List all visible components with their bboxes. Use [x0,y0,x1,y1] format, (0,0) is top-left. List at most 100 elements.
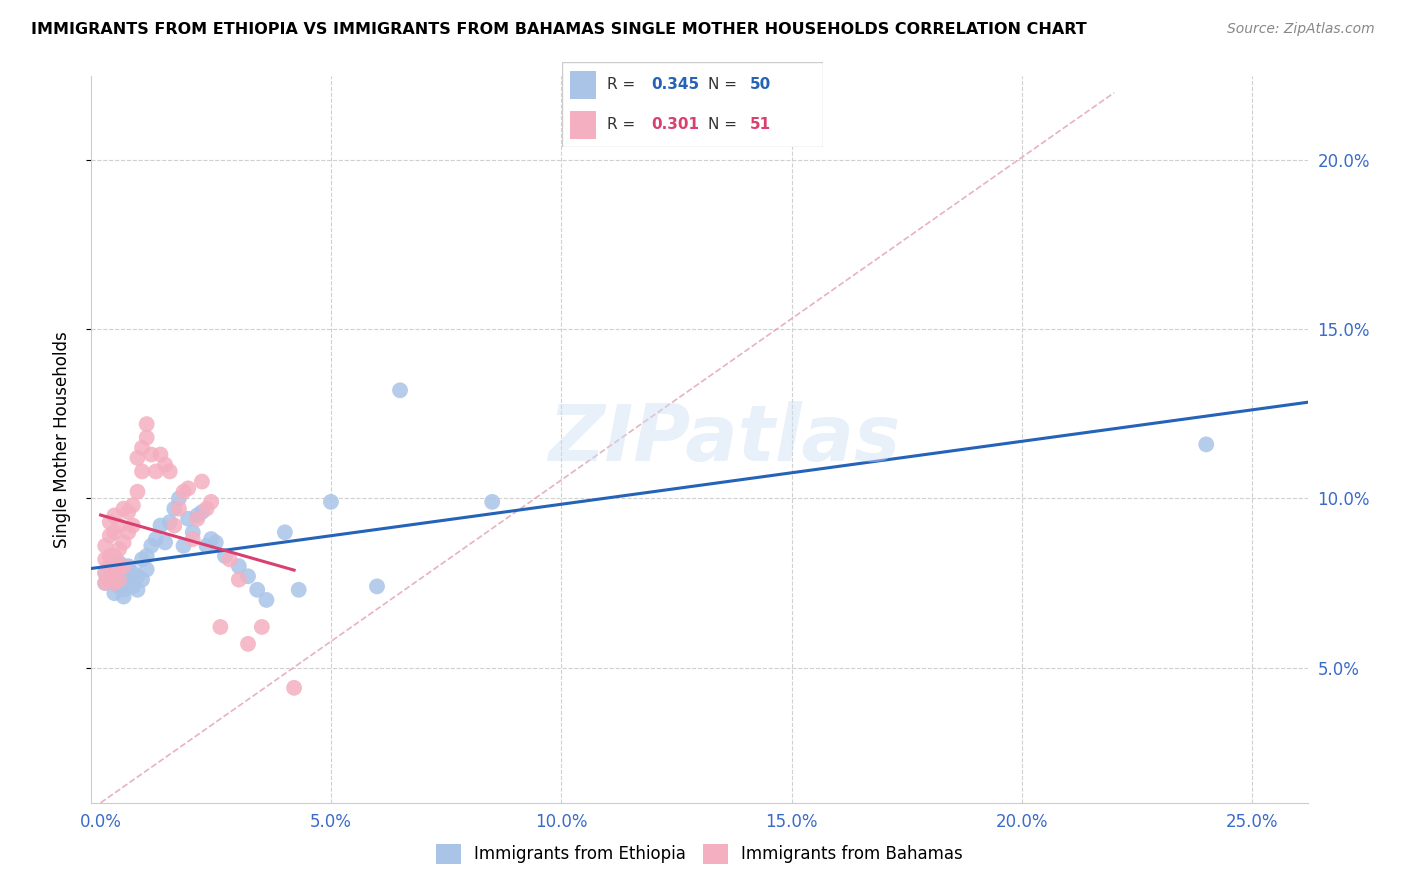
Point [191,505,214,519]
Point [98,559,121,574]
Point [135,417,157,431]
Point [246,582,269,597]
Point [103,576,125,591]
Point [112,559,135,574]
Point [103,576,125,591]
Point [283,681,305,695]
Point [94,552,117,566]
Point [98,573,121,587]
Point [149,518,172,533]
Point [127,582,149,597]
Point [149,448,172,462]
Point [173,539,195,553]
Point [177,512,200,526]
Point [274,525,297,540]
Point [256,593,278,607]
Point [218,552,240,566]
Point [112,590,135,604]
Text: N =: N = [709,78,742,93]
Point [98,529,121,543]
Point [103,525,125,540]
Point [173,484,195,499]
Point [181,532,204,546]
Point [177,481,200,495]
Point [163,518,186,533]
Point [131,573,153,587]
Point [121,498,143,512]
Point [112,501,135,516]
Point [186,508,208,523]
Point [195,501,218,516]
Point [366,579,388,593]
FancyBboxPatch shape [562,62,823,147]
Point [200,495,222,509]
Point [159,465,181,479]
Point [117,576,139,591]
Point [108,559,131,574]
Point [127,484,149,499]
FancyBboxPatch shape [571,71,596,99]
Point [117,505,139,519]
Point [121,579,143,593]
Text: 0.301: 0.301 [651,117,699,132]
Point [127,450,149,465]
Point [141,539,163,553]
Point [131,465,153,479]
Point [98,559,121,574]
Point [131,552,153,566]
Point [319,495,342,509]
Point [481,495,503,509]
Point [153,458,176,472]
Text: 51: 51 [749,117,770,132]
Point [121,566,143,580]
Legend: Immigrants from Ethiopia, Immigrants from Bahamas: Immigrants from Ethiopia, Immigrants fro… [429,837,970,871]
Point [94,566,117,580]
Text: 0.345: 0.345 [651,78,699,93]
Point [145,532,167,546]
Point [98,549,121,563]
Point [117,559,139,574]
Point [181,525,204,540]
Point [159,515,181,529]
Point [228,559,250,574]
Point [236,569,259,583]
Point [108,573,131,587]
Point [103,586,125,600]
Point [200,532,222,546]
Point [108,518,131,533]
Point [167,491,190,506]
Point [94,576,117,591]
Point [135,431,157,445]
Y-axis label: Single Mother Households: Single Mother Households [52,331,70,548]
Point [103,508,125,523]
Point [167,501,190,516]
Point [209,620,232,634]
Point [127,569,149,583]
Text: IMMIGRANTS FROM ETHIOPIA VS IMMIGRANTS FROM BAHAMAS SINGLE MOTHER HOUSEHOLDS COR: IMMIGRANTS FROM ETHIOPIA VS IMMIGRANTS F… [31,22,1087,37]
Point [112,535,135,549]
Point [141,448,163,462]
Point [94,576,117,591]
Point [117,525,139,540]
Point [103,562,125,576]
Point [186,512,208,526]
Point [250,620,273,634]
Point [108,556,131,570]
Point [145,465,167,479]
Point [121,518,143,533]
Point [131,441,153,455]
Point [103,549,125,563]
Text: 50: 50 [749,78,770,93]
Point [389,384,412,398]
Point [228,573,250,587]
Point [135,562,157,576]
Point [195,539,218,553]
Point [204,535,226,549]
Text: R =: R = [606,78,640,93]
Point [98,573,121,587]
Point [103,562,125,576]
Point [153,535,176,549]
Point [163,501,186,516]
Point [108,569,131,583]
Point [98,515,121,529]
